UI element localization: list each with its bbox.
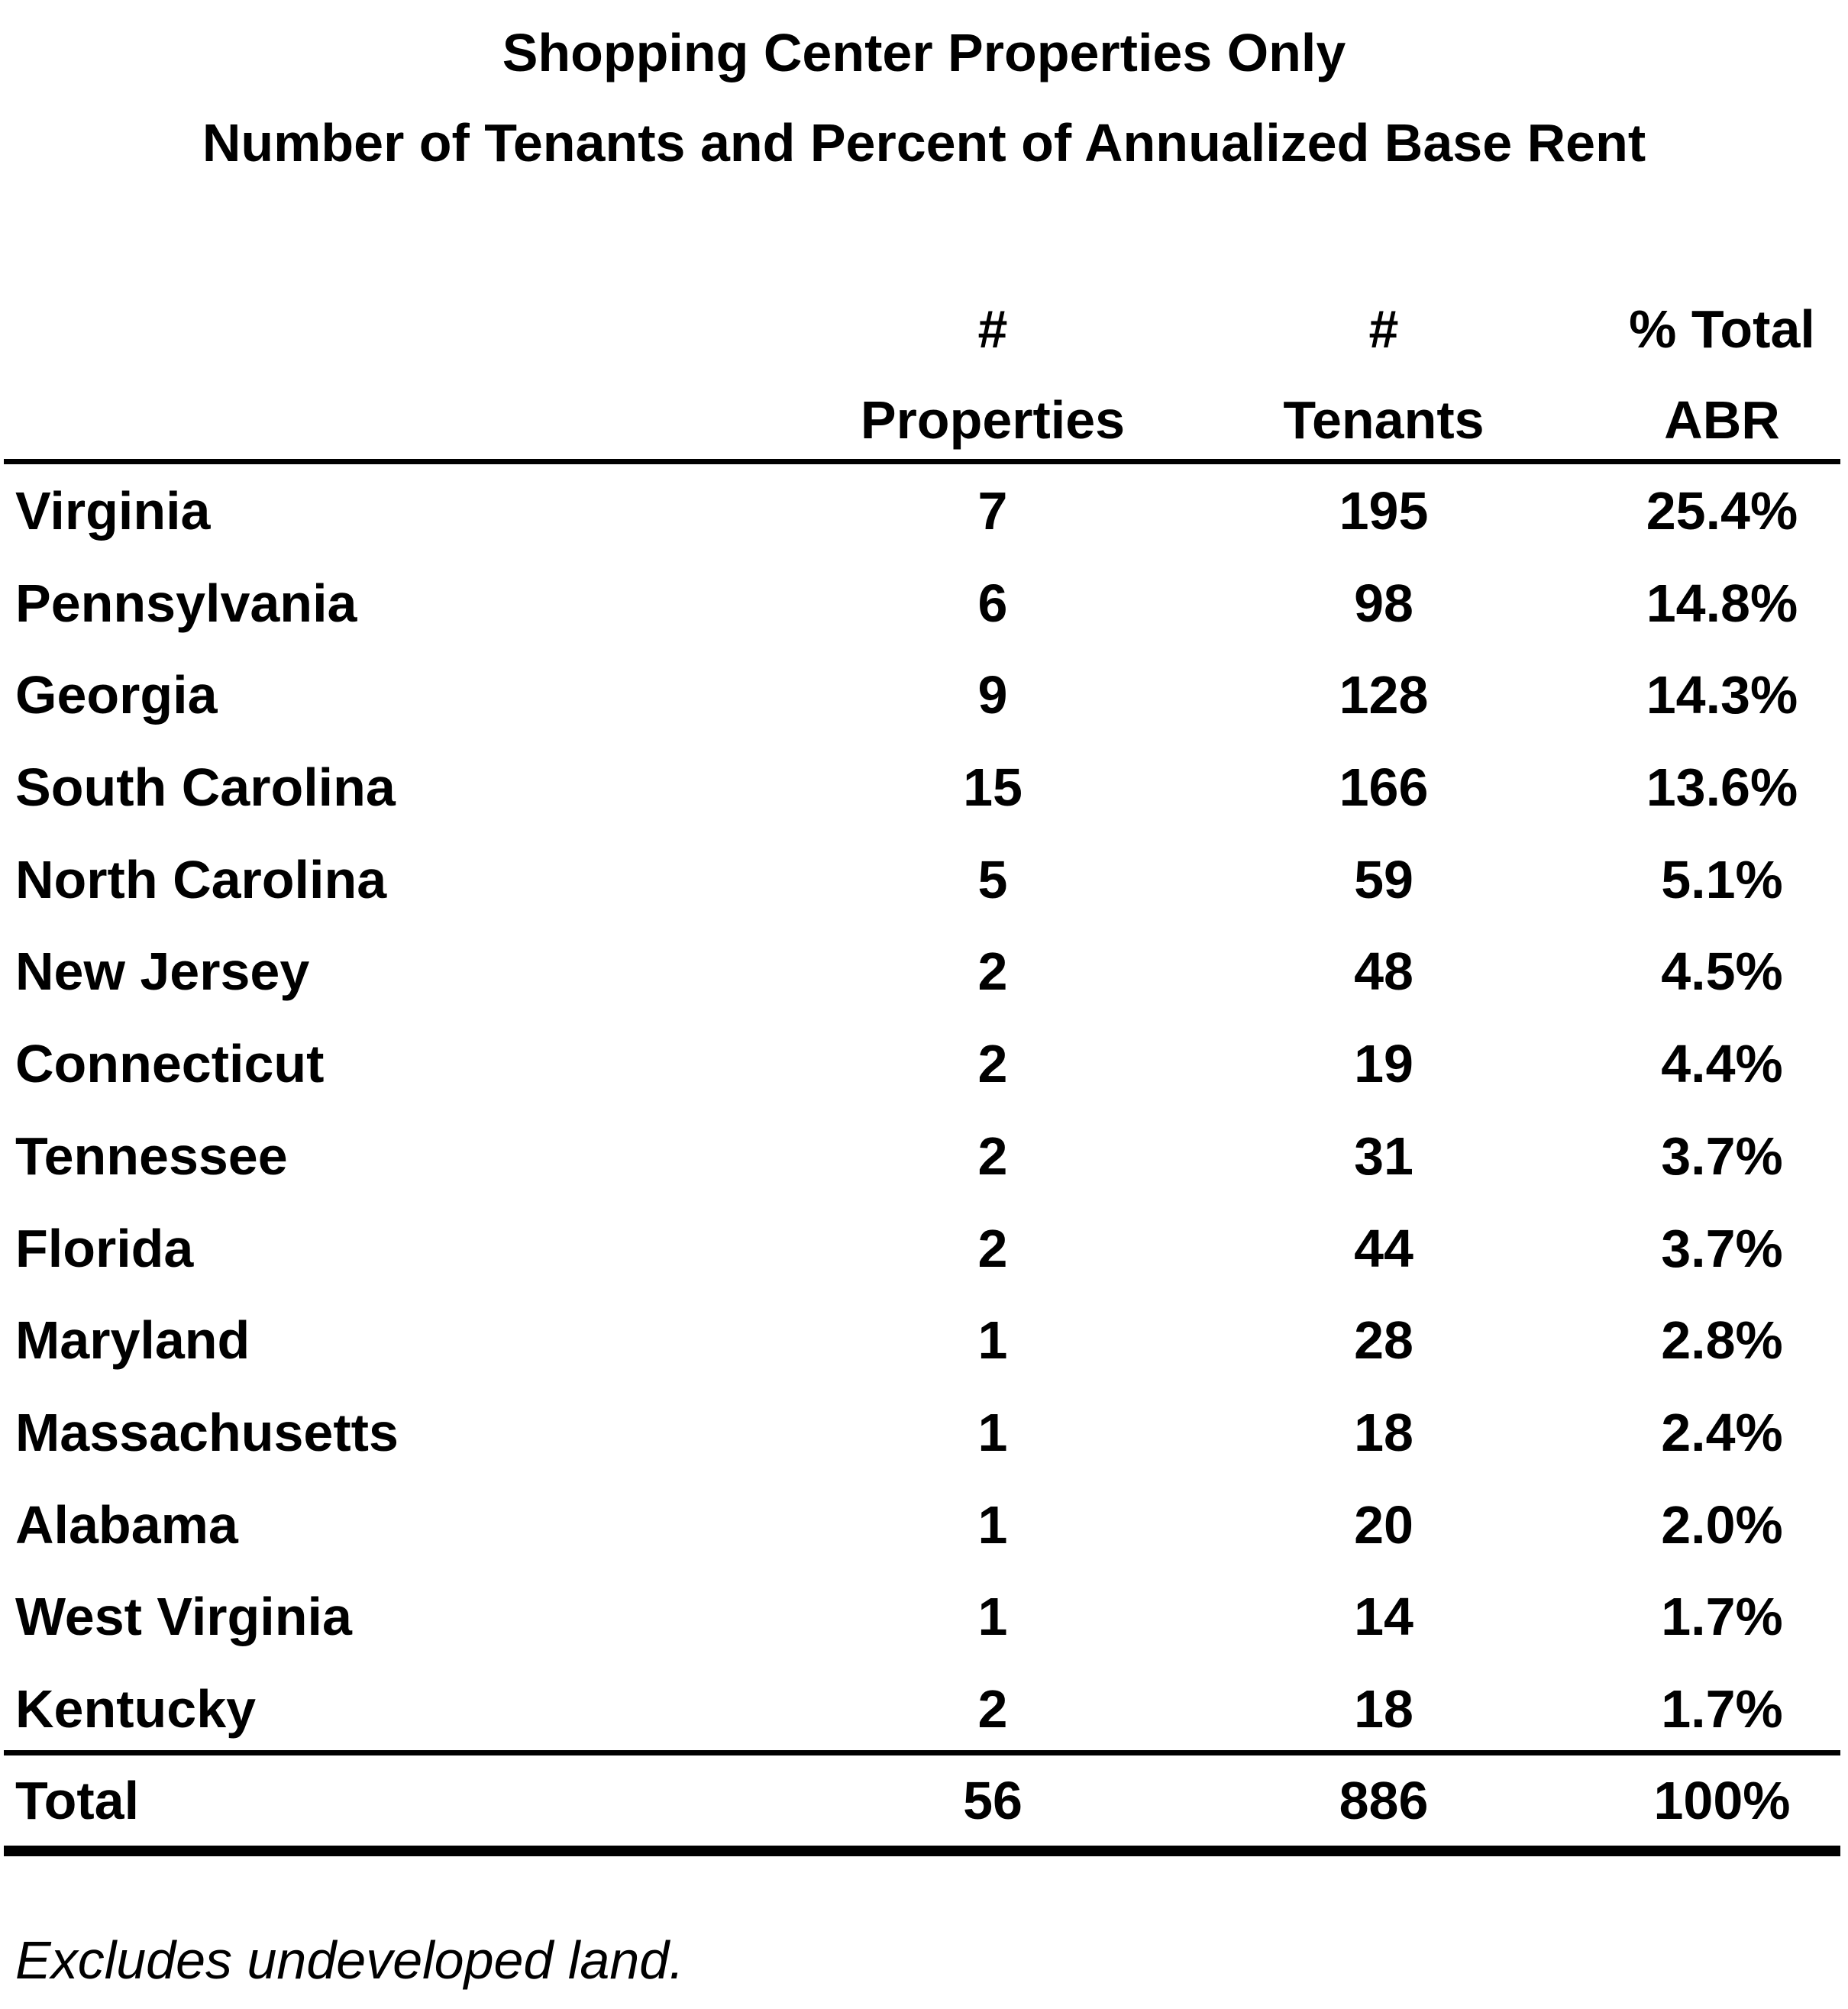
properties-cell: 6 (977, 573, 1008, 633)
properties-cell: 2 (977, 1034, 1008, 1094)
total-label: Total (15, 1771, 140, 1830)
abr-cell: 2.8% (1661, 1310, 1783, 1371)
tenants-cell: 98 (1354, 573, 1413, 633)
tenants-cell: 31 (1354, 1126, 1413, 1186)
state-cell: Tennessee (15, 1126, 288, 1186)
abr-cell: 14.8% (1646, 573, 1798, 633)
header-divider (4, 459, 1840, 464)
abr-cell: 5.1% (1661, 849, 1783, 909)
table-row: Pennsylvania 6 98 14.8% (0, 557, 1848, 649)
properties-cell: 5 (977, 849, 1008, 909)
col-header-abr-line2: ABR (1664, 390, 1780, 450)
page-title: Shopping Center Properties Only (502, 23, 1346, 82)
table-body: Virginia 7 195 25.4% Pennsylvania 6 98 14.8% Geo… (0, 464, 1848, 1755)
tenants-cell: 19 (1354, 1034, 1413, 1094)
properties-cell: 1 (977, 1587, 1008, 1647)
properties-cell: 9 (977, 665, 1008, 725)
abr-cell: 13.6% (1646, 757, 1798, 818)
table-row: Florida 2 44 3.7% (0, 1202, 1848, 1294)
state-cell: Florida (15, 1218, 194, 1278)
state-cell: North Carolina (15, 849, 387, 909)
state-cell: Pennsylvania (15, 573, 357, 633)
table-row: Alabama 1 20 2.0% (0, 1478, 1848, 1571)
state-cell: Kentucky (15, 1678, 257, 1739)
col-header-properties-symbol: # (977, 299, 1008, 359)
tenants-cell: 14 (1354, 1587, 1413, 1647)
properties-cell: 1 (977, 1310, 1008, 1371)
tenants-cell: 48 (1354, 942, 1413, 1002)
properties-cell: 15 (963, 757, 1023, 818)
table-row: North Carolina 5 59 5.1% (0, 833, 1848, 925)
state-cell: West Virginia (15, 1587, 352, 1647)
table-row: Connecticut 2 19 4.4% (0, 1017, 1848, 1109)
abr-cell: 14.3% (1646, 665, 1798, 725)
table-row: Maryland 1 28 2.8% (0, 1294, 1848, 1386)
abr-cell: 2.0% (1661, 1494, 1783, 1555)
table-row: Georgia 9 128 14.3% (0, 648, 1848, 741)
table-row: Tennessee 2 31 3.7% (0, 1109, 1848, 1202)
abr-cell: 3.7% (1661, 1126, 1783, 1186)
state-cell: Connecticut (15, 1034, 325, 1094)
table-row: Massachusetts 1 18 2.4% (0, 1386, 1848, 1478)
abr-cell: 1.7% (1661, 1678, 1783, 1739)
properties-cell: 2 (977, 942, 1008, 1002)
tenants-cell: 18 (1354, 1678, 1413, 1739)
col-header-abr-line1: % Total (1629, 299, 1815, 359)
properties-cell: 2 (977, 1126, 1008, 1186)
tenants-cell: 28 (1354, 1310, 1413, 1371)
col-header-tenants: Tenants (1283, 390, 1485, 450)
table-bottom-border (4, 1846, 1840, 1856)
footnote: Excludes undeveloped land. (15, 1930, 684, 1990)
abr-cell: 25.4% (1646, 481, 1798, 541)
tenants-cell: 128 (1339, 665, 1429, 725)
table-row: New Jersey 2 48 4.5% (0, 925, 1848, 1017)
state-cell: New Jersey (15, 942, 310, 1002)
state-cell: South Carolina (15, 757, 396, 818)
tenants-cell: 20 (1354, 1494, 1413, 1555)
properties-cell: 2 (977, 1218, 1008, 1278)
state-cell: Georgia (15, 665, 218, 725)
tenants-cell: 59 (1354, 849, 1413, 909)
properties-cell: 1 (977, 1402, 1008, 1462)
properties-cell: 1 (977, 1494, 1008, 1555)
state-cell: Maryland (15, 1310, 250, 1371)
tenants-cell: 166 (1339, 757, 1429, 818)
abr-cell: 2.4% (1661, 1402, 1783, 1462)
col-header-tenants-symbol: # (1368, 299, 1399, 359)
table-row: West Virginia 1 14 1.7% (0, 1570, 1848, 1662)
properties-cell: 2 (977, 1678, 1008, 1739)
state-cell: Massachusetts (15, 1402, 399, 1462)
abr-cell: 4.4% (1661, 1034, 1783, 1094)
table-row: South Carolina 15 166 13.6% (0, 741, 1848, 833)
tenants-cell: 195 (1339, 481, 1429, 541)
tenants-cell: 44 (1354, 1218, 1413, 1278)
abr-cell: 3.7% (1661, 1218, 1783, 1278)
total-abr: 100% (1653, 1771, 1791, 1830)
total-row: Total 56 886 100% (0, 1755, 1848, 1846)
tenants-cell: 18 (1354, 1402, 1413, 1462)
abr-cell: 1.7% (1661, 1587, 1783, 1647)
state-cell: Alabama (15, 1494, 238, 1555)
total-properties: 56 (963, 1771, 1023, 1830)
total-tenants: 886 (1339, 1771, 1429, 1830)
abr-cell: 4.5% (1661, 942, 1783, 1002)
page-subtitle: Number of Tenants and Percent of Annuali… (202, 113, 1646, 173)
properties-cell: 7 (977, 481, 1008, 541)
total-divider (4, 1750, 1840, 1755)
table-row: Kentucky 2 18 1.7% (0, 1662, 1848, 1755)
col-header-properties: Properties (860, 390, 1126, 450)
table-row: Virginia 7 195 25.4% (0, 464, 1848, 557)
state-cell: Virginia (15, 481, 211, 541)
